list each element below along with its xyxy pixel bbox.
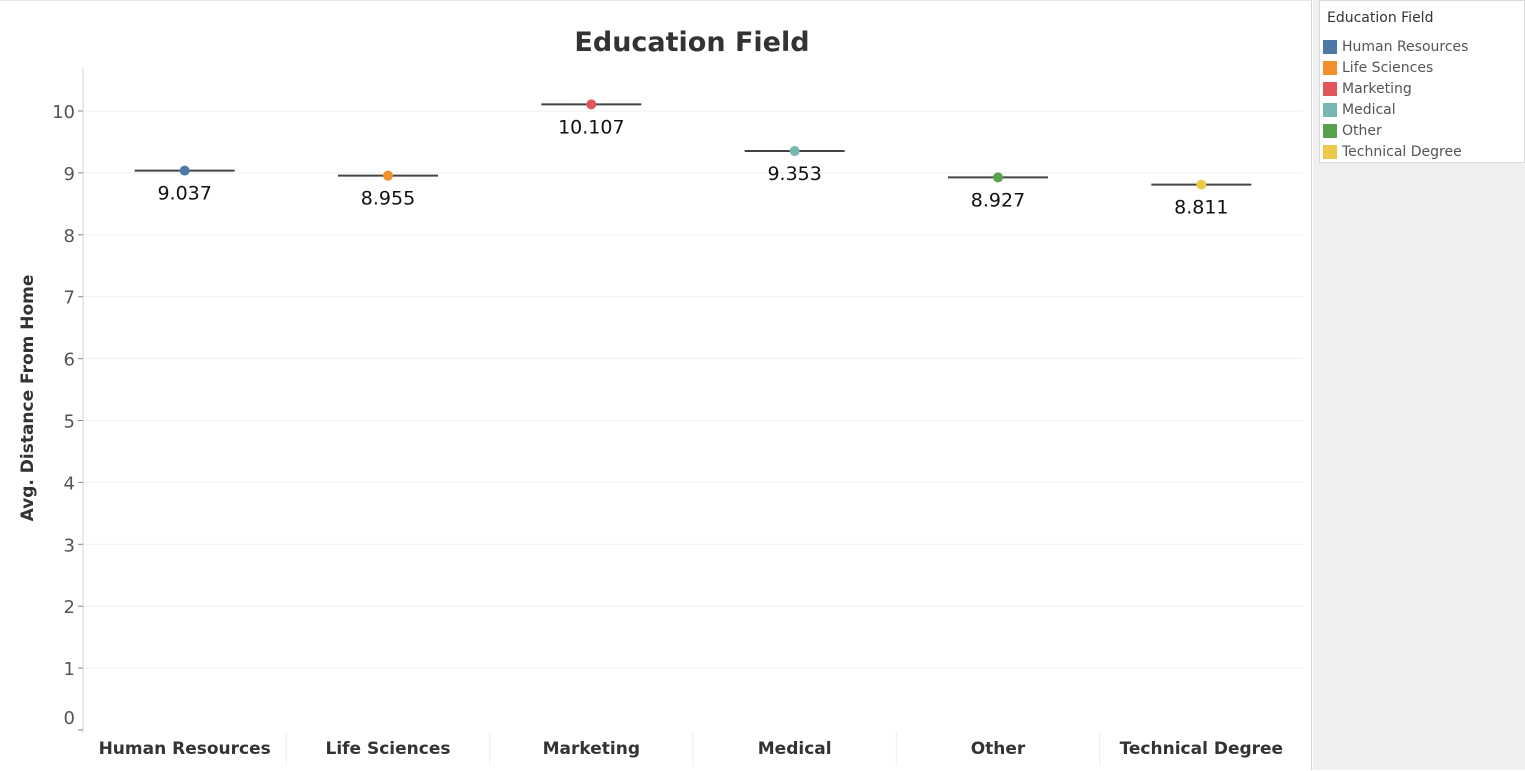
data-point[interactable] bbox=[1196, 179, 1207, 190]
legend-item-technical-degree[interactable]: Technical Degree bbox=[1323, 142, 1462, 162]
y-tick-label: 6 bbox=[64, 350, 75, 371]
chart-area: Education Field Avg. Distance From Home … bbox=[0, 0, 1312, 770]
data-label: 8.927 bbox=[971, 189, 1025, 211]
data-label: 10.107 bbox=[558, 116, 624, 138]
data-point[interactable] bbox=[179, 165, 190, 176]
x-category-label: Life Sciences bbox=[325, 739, 450, 759]
data-label: 9.037 bbox=[157, 183, 211, 205]
legend-label: Life Sciences bbox=[1342, 60, 1434, 76]
data-label: 8.811 bbox=[1174, 197, 1228, 219]
y-tick-label: 8 bbox=[64, 226, 75, 247]
legend-swatch bbox=[1323, 61, 1337, 75]
y-tick-label: 3 bbox=[64, 535, 75, 556]
x-axis-labels: Human Resources Life Sciences Marketing Med… bbox=[99, 732, 1284, 766]
legend-item-human-resources[interactable]: Human Resources bbox=[1323, 37, 1468, 57]
legend-item-other[interactable]: Other bbox=[1323, 121, 1382, 141]
gridlines bbox=[83, 110, 1303, 669]
data-point[interactable] bbox=[586, 99, 597, 110]
y-axis: 0 1 2 3 4 5 6 7 8 9 10 bbox=[52, 67, 84, 733]
y-tick-label: 4 bbox=[64, 473, 75, 494]
legend-item-marketing[interactable]: Marketing bbox=[1323, 79, 1412, 99]
x-category-label: Technical Degree bbox=[1120, 739, 1284, 759]
legend-swatch bbox=[1323, 145, 1337, 159]
legend-label: Other bbox=[1342, 123, 1382, 139]
y-tick-label: 5 bbox=[64, 412, 75, 433]
y-tick-label: 9 bbox=[64, 164, 75, 185]
y-tick-label: 2 bbox=[64, 597, 75, 618]
legend: Education Field Human Resources Life Sci… bbox=[1319, 0, 1525, 163]
legend-label: Marketing bbox=[1342, 81, 1412, 97]
data-point[interactable] bbox=[383, 170, 393, 181]
legend-title: Education Field bbox=[1327, 10, 1434, 26]
data-point[interactable] bbox=[993, 172, 1003, 183]
legend-label: Human Resources bbox=[1342, 39, 1469, 55]
data-point[interactable] bbox=[789, 146, 800, 157]
y-tick-label: 1 bbox=[64, 659, 75, 680]
data-label: 9.353 bbox=[767, 163, 821, 185]
legend-swatch bbox=[1323, 40, 1337, 54]
x-category-label: Marketing bbox=[543, 739, 640, 759]
x-category-label: Medical bbox=[758, 739, 832, 759]
legend-swatch bbox=[1323, 82, 1337, 96]
side-panel: Education Field Human Resources Life Sci… bbox=[1313, 0, 1525, 770]
data-label: 8.955 bbox=[361, 188, 415, 210]
x-category-label: Other bbox=[971, 739, 1026, 759]
x-category-label: Human Resources bbox=[99, 739, 271, 759]
y-tick-label: 0 bbox=[64, 708, 75, 729]
y-axis-title: Avg. Distance From Home bbox=[18, 275, 38, 522]
legend-label: Medical bbox=[1342, 102, 1396, 118]
legend-swatch bbox=[1323, 103, 1337, 117]
legend-swatch bbox=[1323, 124, 1337, 138]
y-tick-label: 7 bbox=[64, 288, 75, 309]
legend-item-medical[interactable]: Medical bbox=[1323, 100, 1396, 120]
data-marks: 9.037 8.955 10.107 9.353 8.927 8.811 bbox=[134, 99, 1252, 219]
chart-title: Education Field bbox=[574, 27, 809, 58]
y-tick-label: 10 bbox=[52, 102, 75, 123]
legend-label: Technical Degree bbox=[1342, 144, 1462, 160]
chart-svg: Education Field Avg. Distance From Home … bbox=[18, 27, 1303, 766]
legend-item-life-sciences[interactable]: Life Sciences bbox=[1323, 58, 1433, 78]
